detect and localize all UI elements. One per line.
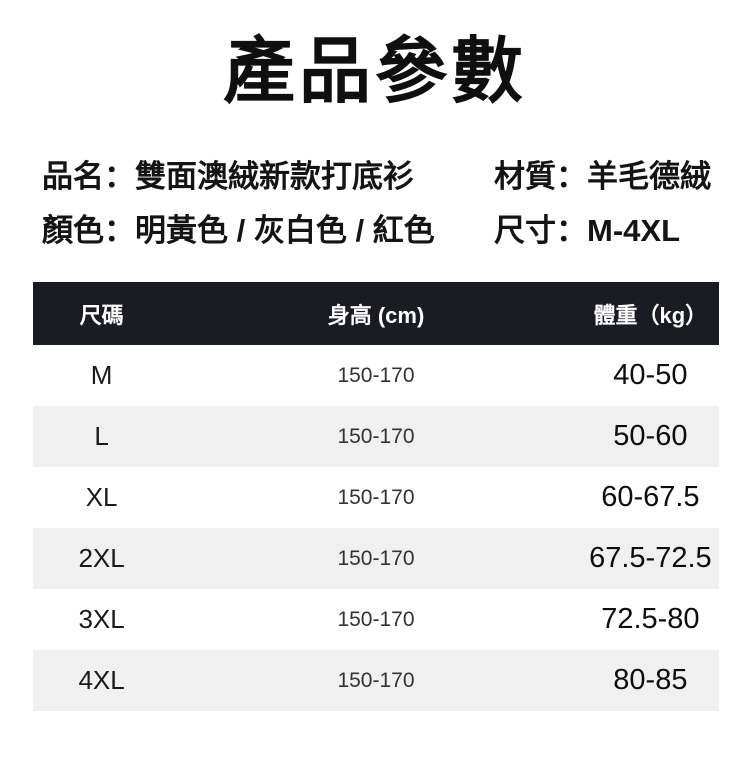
cell-size: 4XL (78, 665, 125, 696)
table-row: M 150-170 40-50 (33, 345, 719, 407)
cell-size: M (90, 360, 113, 391)
cell-height: 150-170 (337, 363, 415, 387)
cell-weight: 72.5-80 (601, 603, 700, 636)
cell-height: 150-170 (337, 546, 415, 570)
info-line-color: 顏色：明黃色 / 灰白色 / 紅色 (42, 213, 435, 249)
header-weight: 體重（kg） (593, 302, 708, 328)
cell-weight: 40-50 (613, 359, 688, 392)
table-row: 2XL 150-170 67.5-72.5 (33, 528, 719, 590)
info-line-material: 材質：羊毛德絨 (494, 159, 711, 195)
cell-size: XL (85, 482, 118, 513)
size-table-body: M 150-170 40-50 L 150-170 50-60 XL 150-1… (33, 345, 719, 712)
table-row: XL 150-170 60-67.5 (33, 467, 719, 529)
header-size: 尺碼 (79, 302, 124, 328)
cell-size: 2XL (78, 543, 125, 574)
table-row: 4XL 150-170 80-85 (33, 650, 719, 712)
cell-height: 150-170 (337, 485, 415, 509)
cell-height: 150-170 (337, 668, 415, 692)
info-line-size-range: 尺寸：M-4XL (494, 213, 680, 249)
info-line-product-name: 品名：雙面澳絨新款打底衫 (42, 159, 414, 195)
cell-height: 150-170 (337, 424, 415, 448)
product-info-left-column: 品名：雙面澳絨新款打底衫 顏色：明黃色 / 灰白色 / 紅色 (42, 150, 494, 258)
page-title: 產品參數 (222, 32, 527, 112)
cell-weight: 60-67.5 (601, 481, 700, 514)
table-row: 3XL 150-170 72.5-80 (33, 589, 719, 651)
product-info: 品名：雙面澳絨新款打底衫 顏色：明黃色 / 灰白色 / 紅色 材質：羊毛德絨 尺… (42, 150, 750, 258)
cell-weight: 67.5-72.5 (589, 542, 712, 575)
cell-weight: 80-85 (613, 664, 688, 697)
size-table: 尺碼 身高 (cm) 體重（kg） M 150-170 40-50 L 150-… (33, 282, 719, 712)
product-info-right-column: 材質：羊毛德絨 尺寸：M-4XL (494, 150, 750, 258)
size-table-header: 尺碼 身高 (cm) 體重（kg） (33, 282, 719, 346)
cell-height: 150-170 (337, 607, 415, 631)
cell-weight: 50-60 (613, 420, 688, 453)
header-height: 身高 (cm) (327, 302, 425, 328)
cell-size: 3XL (78, 604, 125, 635)
table-row: L 150-170 50-60 (33, 406, 719, 468)
cell-size: L (94, 421, 109, 452)
